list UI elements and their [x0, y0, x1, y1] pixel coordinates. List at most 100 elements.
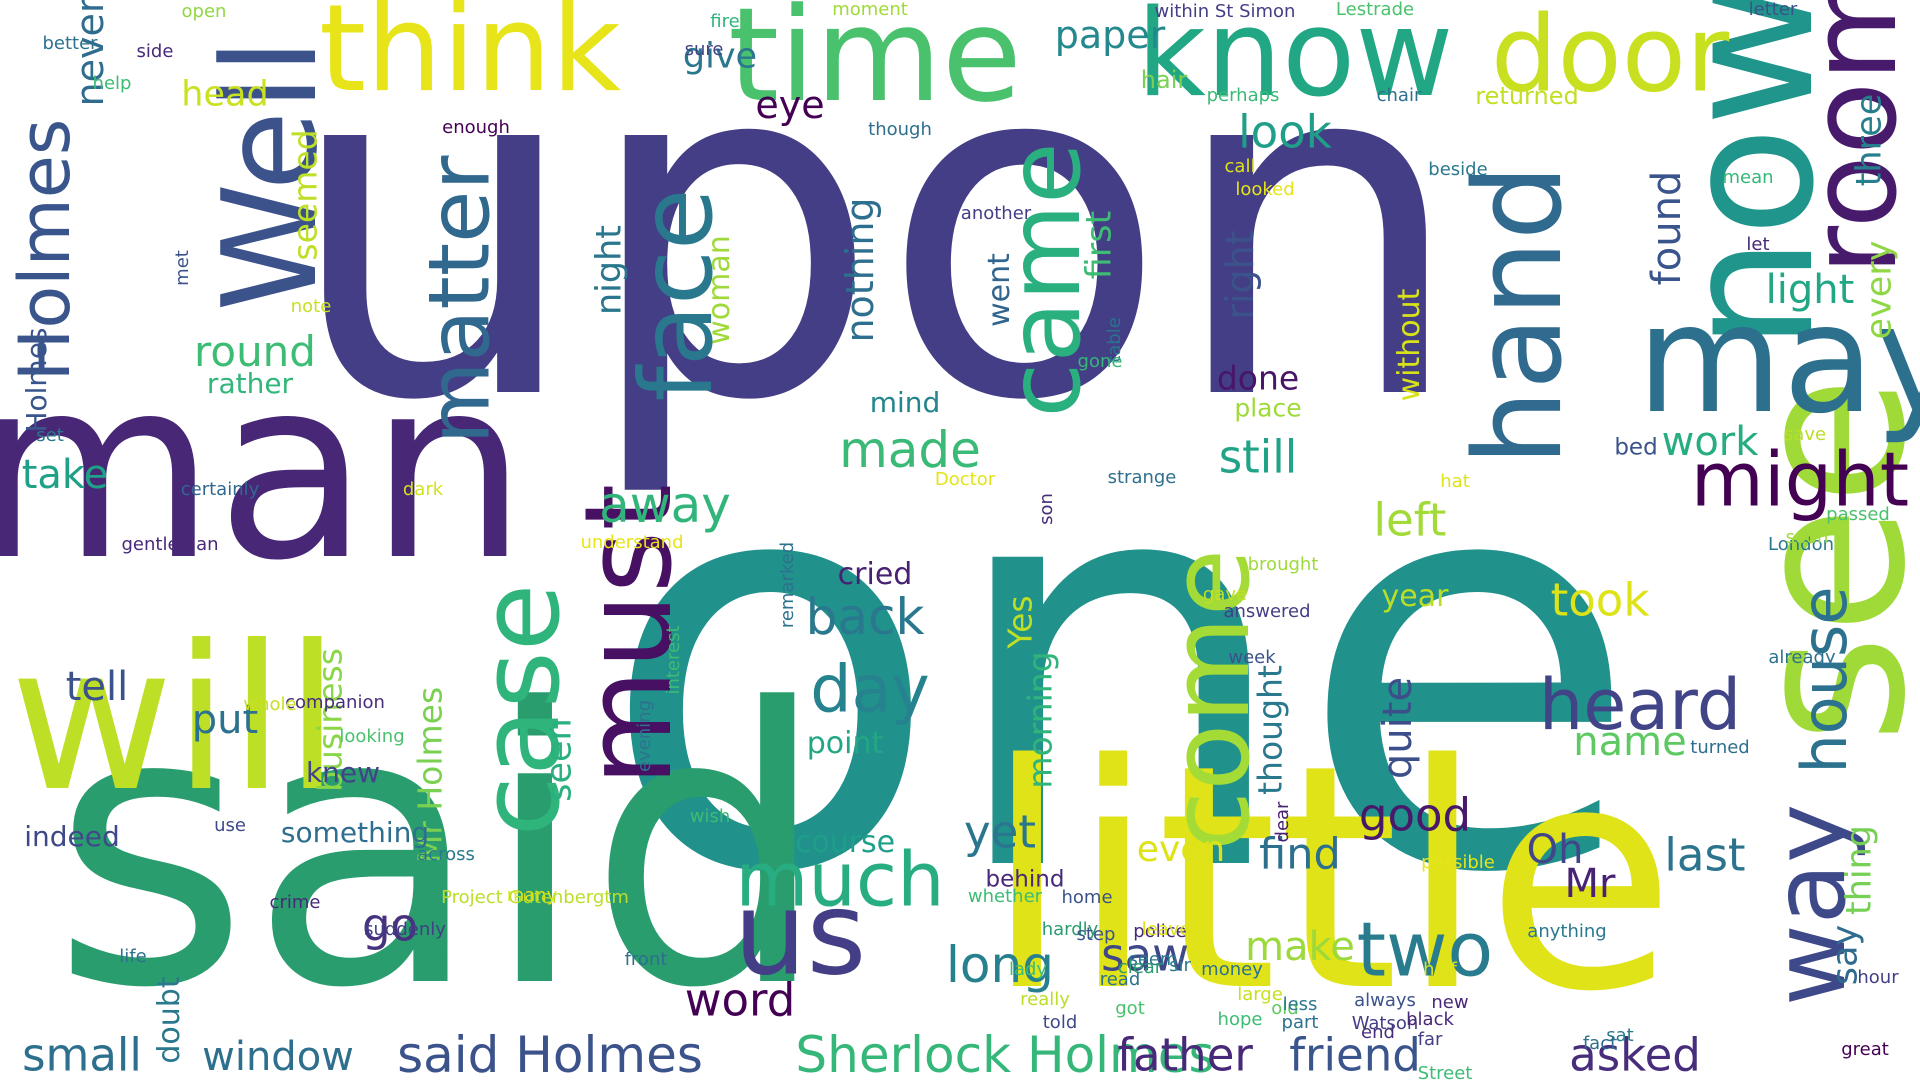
word: read	[1099, 969, 1141, 990]
word: last	[1664, 828, 1746, 882]
word: answered	[1223, 601, 1311, 622]
word: much	[735, 835, 945, 924]
word: seen	[539, 718, 580, 802]
word: tell	[65, 664, 129, 710]
word: within St Simon	[1154, 1, 1296, 22]
word: possible	[1421, 852, 1495, 873]
word: first	[1079, 210, 1120, 280]
word: great	[1841, 1039, 1889, 1060]
word: light	[1765, 267, 1855, 313]
word: seemed	[285, 129, 325, 261]
word: dear	[1272, 801, 1293, 843]
word: one	[598, 344, 1642, 996]
word: paper	[1054, 13, 1166, 57]
word: bed	[1614, 434, 1658, 461]
word: week	[1228, 647, 1276, 668]
word: use	[214, 815, 246, 836]
word: across	[417, 844, 475, 865]
word: think	[319, 0, 621, 119]
word: wish	[689, 806, 731, 827]
word: man	[0, 324, 528, 615]
word: take	[21, 452, 109, 498]
word: saw	[1101, 928, 1189, 982]
word: black	[1406, 1009, 1454, 1030]
word: long	[946, 936, 1054, 994]
word: certainly	[180, 479, 260, 500]
word: many	[506, 885, 558, 906]
word: word	[684, 973, 796, 1027]
word: morning	[1020, 651, 1060, 789]
word: note	[290, 296, 332, 317]
word: us	[733, 867, 867, 1002]
word: police	[1133, 921, 1187, 942]
word: Mr	[1564, 861, 1616, 907]
word: interest	[663, 625, 684, 695]
word: dark	[402, 479, 444, 500]
word: away	[599, 476, 731, 534]
word: though	[868, 119, 932, 140]
word: point	[806, 726, 884, 761]
word: may	[1636, 273, 1920, 447]
word: hardly	[1041, 919, 1099, 940]
word: clear	[1117, 957, 1163, 978]
word: behind	[985, 866, 1065, 893]
word: father	[1117, 1028, 1253, 1080]
word: new	[1431, 992, 1469, 1013]
word: friend	[1289, 1028, 1421, 1080]
word: work	[1661, 419, 1759, 465]
word: Lestrade	[1335, 0, 1415, 20]
word: without	[1392, 288, 1427, 402]
word: found	[1644, 170, 1690, 286]
word: beside	[1428, 159, 1488, 180]
word: gave	[1202, 584, 1248, 605]
word: thing	[1839, 824, 1880, 916]
word: met	[172, 250, 193, 286]
word: place	[1234, 393, 1302, 423]
word: went	[982, 253, 1017, 327]
word: eye	[755, 83, 825, 127]
word: put	[191, 697, 259, 743]
word: indeed	[24, 820, 120, 853]
word: hand	[1450, 164, 1589, 466]
word: another	[960, 203, 1032, 224]
word: brought	[1247, 554, 1319, 575]
word: Holmes	[20, 327, 53, 433]
word: took	[1550, 573, 1650, 627]
word: really	[1020, 989, 1070, 1010]
word: soon	[1785, 527, 1829, 548]
word: good	[1358, 788, 1472, 842]
word: gone	[1077, 351, 1123, 372]
word: side	[136, 41, 174, 62]
word: always	[1354, 990, 1416, 1011]
word: course	[794, 825, 896, 860]
word: suddenly	[364, 919, 446, 940]
word: sat	[1606, 1025, 1634, 1046]
word: rather	[206, 367, 294, 400]
word: sir	[1169, 955, 1191, 976]
word: Oh	[1526, 827, 1584, 873]
word: cried	[837, 557, 913, 592]
word: evening	[634, 699, 655, 773]
word: let	[1746, 234, 1770, 255]
word: fact	[1582, 1033, 1618, 1054]
word: step	[1076, 924, 1116, 945]
word: left	[1373, 493, 1447, 547]
word: already	[1768, 647, 1836, 668]
word: house	[1788, 586, 1861, 774]
word: Yes	[1000, 595, 1040, 649]
word: heard	[1538, 664, 1742, 746]
word: know	[1136, 0, 1454, 124]
word: hour	[1857, 967, 1899, 988]
word: right	[1218, 230, 1262, 320]
word: look	[1238, 105, 1332, 159]
word: told	[1042, 1012, 1078, 1033]
word: night	[589, 224, 630, 316]
word: quite	[1375, 676, 1421, 780]
word: lady	[1008, 959, 1048, 980]
word: whole	[243, 694, 297, 715]
word: asked	[1569, 1028, 1701, 1080]
word: half	[1423, 959, 1457, 980]
word: yet	[964, 805, 1036, 859]
word: seem	[1128, 949, 1178, 970]
word: far	[1417, 1029, 1443, 1050]
